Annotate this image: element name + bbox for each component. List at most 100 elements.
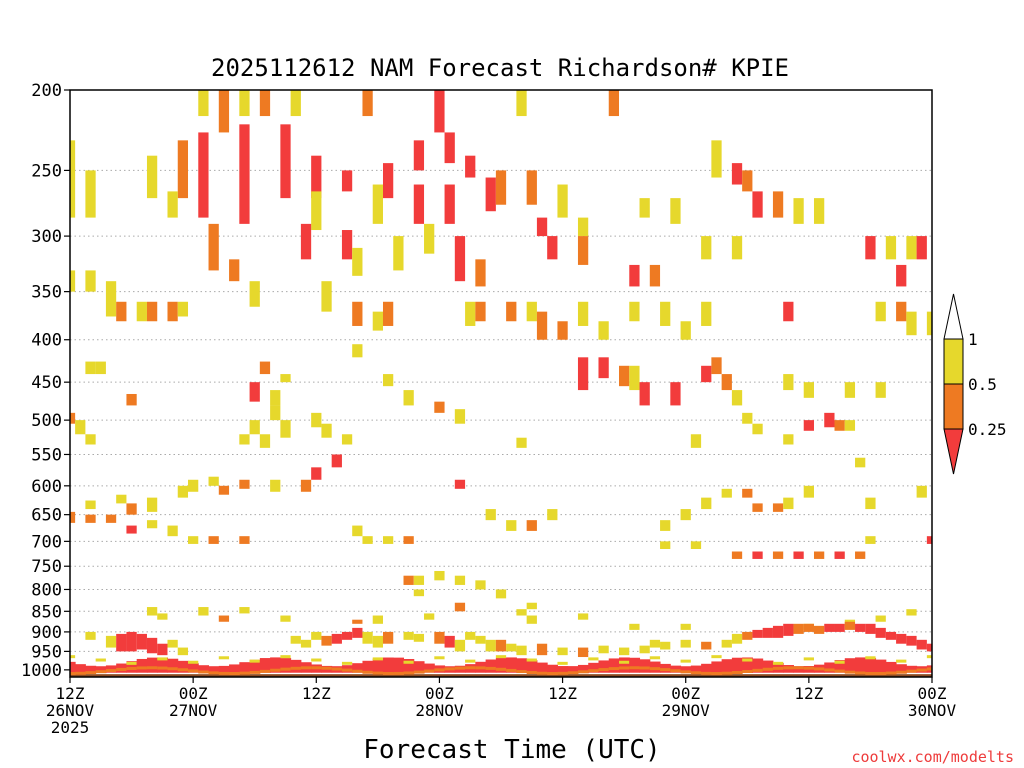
y-tick-label: 300 (31, 227, 62, 247)
surface-low-cell (208, 666, 220, 673)
ri-cell-high (690, 541, 702, 549)
surface-low-cell (762, 660, 774, 673)
surface-mid-cell (311, 666, 322, 670)
ri-cell-high (752, 423, 763, 435)
ri-cell-high (660, 301, 671, 326)
ri-cell-low (701, 365, 712, 383)
ri-cell-high (75, 420, 86, 435)
ri-cell-high (259, 434, 271, 448)
chart-title: 2025112612 NAM Forecast Richardson# KPIE (211, 54, 789, 82)
legend-label: 0.25 (968, 420, 1007, 439)
ri-cell-low (824, 412, 835, 428)
ri-cell-low (670, 382, 681, 406)
ri-cell-mid (229, 259, 240, 282)
ri-cell-high (865, 536, 876, 544)
ri-cell-high (783, 434, 794, 445)
ri-cell-high (105, 281, 117, 317)
surface-high-cell (865, 656, 876, 660)
surface-low-cell (239, 662, 251, 673)
surface-high-cell (157, 657, 168, 661)
ri-cell-high (413, 633, 425, 642)
surface-mid-cell (198, 670, 210, 674)
surface-low-cell (424, 663, 435, 673)
surface-mid-cell (670, 669, 682, 673)
ri-cell-high (516, 90, 527, 117)
ri-cell-high (629, 301, 640, 322)
x-tick-label: 27NOV (169, 701, 218, 720)
surface-low-cell (639, 659, 651, 673)
ri-cell-high (352, 344, 363, 358)
ri-cell-high (875, 382, 886, 398)
ri-cell-high (516, 645, 527, 656)
surface-mid-cell (403, 671, 415, 675)
ri-cell-high (619, 647, 630, 656)
surface-mid-cell (567, 671, 579, 675)
surface-mid-cell (105, 669, 117, 673)
ri-cell-low (331, 633, 342, 644)
ri-cell-high (916, 485, 927, 498)
legend-swatch-low (943, 428, 964, 475)
ri-cell-high (85, 434, 96, 445)
surface-low-cell (218, 665, 230, 673)
ri-cell-mid (70, 412, 76, 424)
ri-cell-low (875, 627, 886, 638)
ri-cell-low (731, 163, 743, 185)
ri-cell-low (341, 230, 353, 260)
surface-mid-cell (896, 670, 907, 674)
surface-mid-cell (249, 670, 261, 674)
surface-mid-cell (844, 670, 856, 674)
y-tick-label: 550 (31, 445, 62, 465)
ri-cell-mid (742, 631, 753, 640)
surface-low-cell (126, 661, 138, 673)
ri-cell-low (454, 236, 466, 282)
surface-low-cell (70, 661, 76, 673)
ri-cell-mid (896, 301, 907, 322)
ground-band (70, 674, 932, 677)
surface-mid-cell (208, 671, 220, 675)
ri-cell-high (721, 639, 732, 648)
surface-mid-cell (639, 666, 651, 670)
surface-low-cell (290, 659, 302, 673)
x-tick-label: 00Z (179, 684, 208, 703)
ri-cell-high (290, 90, 301, 117)
surface-mid-cell (413, 670, 425, 674)
surface-mid-cell (229, 672, 240, 676)
ri-cell-high (70, 140, 76, 218)
surface-high-cell (926, 655, 932, 659)
ri-cell-low (803, 420, 814, 431)
ri-cell-mid (526, 170, 537, 205)
surface-high-cell (557, 661, 568, 665)
surface-mid-cell (752, 668, 764, 672)
ri-cell-low (762, 627, 773, 638)
surface-mid-cell (577, 670, 589, 674)
ri-cell-high (146, 155, 158, 199)
ri-cell-high (660, 541, 671, 549)
ri-cell-low (865, 623, 876, 634)
surface-low-cell (249, 659, 261, 673)
surface-low-cell (372, 658, 384, 673)
surface-mid-cell (188, 669, 199, 673)
ri-cell-mid (813, 551, 825, 559)
ri-cell-high (85, 270, 96, 292)
ri-cell-high (465, 631, 476, 640)
x-tick-label: 28NOV (415, 701, 464, 720)
surface-mid-cell (116, 667, 127, 671)
ri-cell-mid (742, 488, 753, 498)
surface-low-cell (701, 663, 712, 673)
y-tick-label: 650 (31, 506, 62, 526)
ri-cell-mid (577, 647, 589, 658)
ri-cell-high (85, 361, 96, 375)
ri-cell-mid (321, 635, 332, 646)
surface-low-cell (752, 658, 764, 673)
legend: 1 0.5 0.25 (943, 293, 1007, 475)
surface-mid-cell (259, 669, 271, 673)
surface-low-cell (680, 666, 692, 673)
ri-cell-high (742, 412, 753, 424)
surface-mid-cell (608, 667, 620, 671)
surface-low-cell (382, 657, 394, 673)
y-tick-label: 350 (31, 283, 62, 303)
ri-cell-high (424, 223, 435, 254)
ri-cell-high (865, 497, 876, 510)
surface-mid-cell (731, 671, 743, 675)
surface-mid-cell (146, 666, 158, 670)
